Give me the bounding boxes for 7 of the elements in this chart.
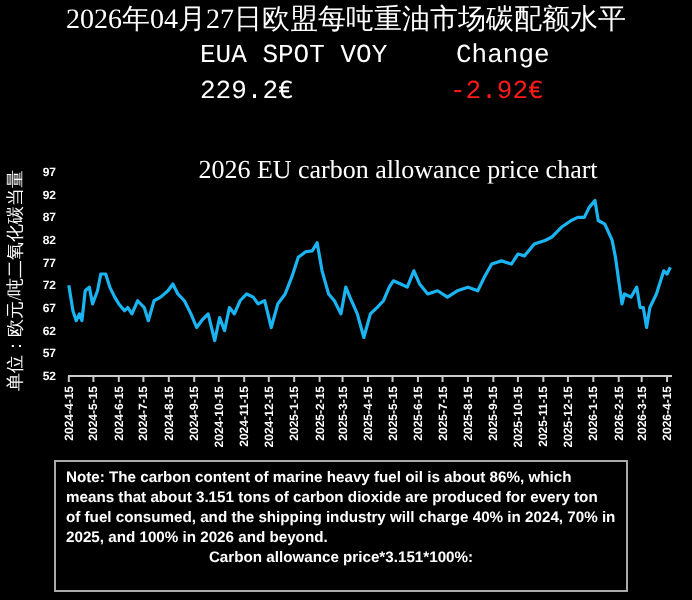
text: -2.92€: [450, 76, 544, 106]
text: EUA SPOT VOY: [200, 40, 388, 70]
text: Change: [456, 40, 550, 70]
y-axis-title: 单位：欧元/吨二氧化碳当量: [3, 169, 27, 391]
chart-title: 2026年04月27日欧盟每吨重油市场碳配额水平: [64, 2, 628, 38]
chart-subtitle: 2026 EU carbon allowance price chart: [196, 154, 600, 186]
text: 229.2€: [200, 76, 294, 106]
